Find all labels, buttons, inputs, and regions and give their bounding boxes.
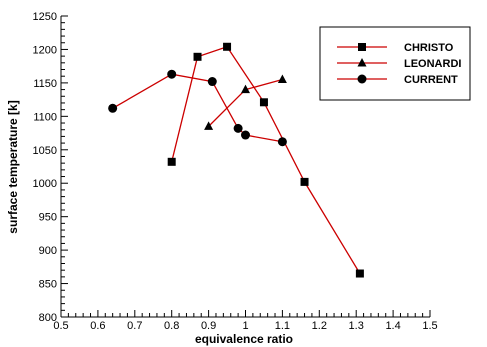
x-tick-label: 0.8 (164, 320, 179, 332)
x-tick-label: 1.4 (385, 320, 400, 332)
data-point (355, 269, 364, 278)
legend: CHRISTO LEONARDI CURRENT (319, 26, 471, 101)
y-axis-label: surface temperature [k] (6, 100, 20, 233)
data-point (233, 123, 243, 133)
x-tick-label: 0.6 (90, 320, 105, 332)
legend-label: LEONARDI (404, 58, 461, 70)
x-tick-label: 1.2 (312, 320, 327, 332)
data-point (193, 52, 202, 61)
data-point (259, 98, 268, 107)
series-line (171, 45, 361, 274)
x-tick-label: 0.5 (53, 320, 68, 332)
y-axis: 800 850 900 950 1000 1050 1100 1150 1200 1250 (33, 11, 68, 324)
x-tick-label: 0.7 (127, 320, 142, 332)
series-layer (108, 42, 364, 278)
legend-label: CHRISTO (404, 42, 454, 54)
legend-marker (357, 74, 367, 84)
data-point (241, 84, 250, 94)
legend-label: CURRENT (404, 74, 458, 86)
x-tick-label: 0.9 (201, 320, 216, 332)
series-current (108, 69, 287, 147)
x-axis-label: equivalence ratio (195, 332, 293, 346)
y-tick-label: 900 (39, 245, 57, 257)
data-point (223, 42, 232, 51)
data-point (204, 121, 214, 130)
data-point (241, 130, 250, 140)
data-point (207, 77, 217, 87)
y-tick-label: 1250 (33, 11, 57, 23)
x-tick-label: 1 (242, 320, 248, 332)
y-tick-label: 1000 (33, 178, 57, 190)
data-point (277, 137, 287, 147)
legend-marker (358, 43, 366, 51)
y-tick-label: 1150 (33, 78, 57, 90)
data-point (167, 157, 176, 166)
y-tick-label: 950 (39, 212, 57, 224)
y-tick-label: 800 (39, 312, 57, 324)
legend-marker (357, 58, 367, 67)
y-tick-label: 1200 (33, 44, 57, 56)
series-leonardi (204, 74, 287, 130)
y-tick-label: 1050 (33, 145, 57, 157)
x-tick-label: 1.3 (349, 320, 364, 332)
data-point (300, 177, 309, 186)
y-tick-label: 1100 (33, 111, 57, 123)
x-axis: 0.5 0.6 0.7 0.8 0.9 1 1.1 1.2 1.3 1.4 1.5 (53, 310, 438, 332)
data-point (167, 69, 177, 79)
y-tick-label: 850 (39, 279, 57, 291)
series-line (112, 73, 283, 143)
x-tick-label: 1.1 (275, 320, 290, 332)
series-christo (167, 42, 364, 278)
x-tick-label: 1.5 (422, 320, 437, 332)
data-point (108, 103, 118, 113)
data-point (277, 74, 287, 84)
